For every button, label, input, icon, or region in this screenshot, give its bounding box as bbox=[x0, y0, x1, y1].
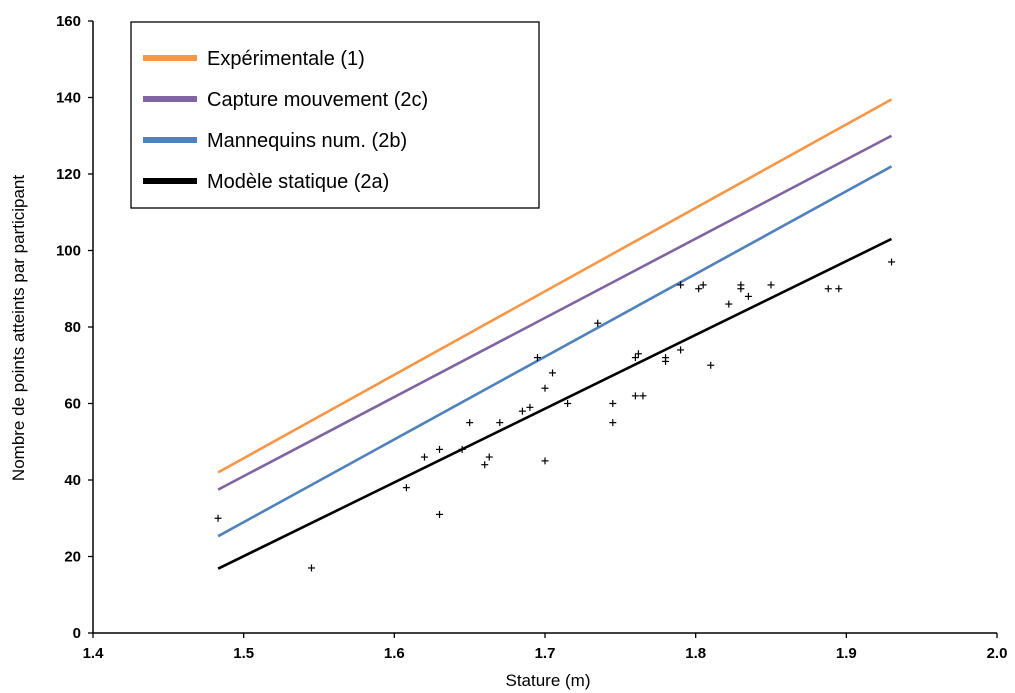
data-point bbox=[594, 319, 602, 327]
data-point bbox=[549, 369, 557, 377]
data-point bbox=[695, 285, 703, 293]
y-tick-label: 0 bbox=[73, 625, 81, 642]
data-point bbox=[888, 258, 896, 266]
x-tick-label: 2.0 bbox=[987, 645, 1008, 662]
data-point bbox=[481, 461, 489, 469]
plot-area bbox=[214, 98, 896, 572]
data-point bbox=[824, 285, 832, 293]
data-point bbox=[631, 354, 639, 362]
y-tick-label: 40 bbox=[64, 472, 81, 489]
x-axis-title: Stature (m) bbox=[505, 671, 590, 690]
legend-label: Expérimentale (1) bbox=[207, 48, 365, 70]
data-point bbox=[744, 292, 752, 300]
series-line-0 bbox=[217, 98, 893, 474]
data-point bbox=[677, 346, 685, 354]
data-point bbox=[835, 285, 843, 293]
series-line-2 bbox=[217, 165, 893, 538]
data-point bbox=[496, 419, 504, 427]
data-point bbox=[725, 300, 733, 308]
y-tick-label: 60 bbox=[64, 396, 81, 413]
data-point bbox=[564, 400, 572, 407]
data-point bbox=[526, 403, 534, 411]
data-point bbox=[402, 484, 410, 492]
data-point bbox=[609, 419, 617, 427]
data-point bbox=[436, 445, 444, 453]
x-tick-label: 1.9 bbox=[836, 645, 857, 662]
y-tick-label: 140 bbox=[56, 90, 81, 107]
series-line-3 bbox=[217, 237, 893, 570]
y-tick-label: 120 bbox=[56, 166, 81, 183]
y-axis-title: Nombre de points atteints par participan… bbox=[9, 175, 28, 481]
data-point bbox=[458, 445, 466, 453]
data-point bbox=[631, 392, 639, 400]
data-point bbox=[634, 350, 642, 358]
data-point bbox=[420, 453, 428, 461]
data-point bbox=[609, 400, 617, 407]
x-tick-label: 1.7 bbox=[535, 645, 556, 662]
data-point bbox=[518, 407, 526, 415]
y-tick-label: 100 bbox=[56, 243, 81, 260]
x-tick-label: 1.8 bbox=[685, 645, 706, 662]
data-point bbox=[541, 457, 549, 465]
data-point bbox=[307, 564, 315, 572]
x-axis-ticks: 1.4 1.5 1.6 1.7 1.8 1.9 2.0 bbox=[83, 633, 1008, 662]
data-point bbox=[541, 384, 549, 392]
x-tick-label: 1.4 bbox=[83, 645, 105, 662]
legend-label: Capture mouvement (2c) bbox=[207, 89, 428, 111]
data-point bbox=[707, 361, 715, 369]
data-point bbox=[533, 354, 541, 362]
y-tick-label: 80 bbox=[64, 319, 81, 336]
y-axis-ticks: 0 20 40 60 80 100 120 140 160 bbox=[56, 13, 93, 642]
data-point bbox=[466, 419, 474, 427]
data-point bbox=[699, 281, 707, 289]
data-point bbox=[737, 281, 745, 289]
legend-label: Modèle statique (2a) bbox=[207, 171, 389, 193]
x-tick-label: 1.5 bbox=[233, 645, 254, 662]
x-tick-label: 1.6 bbox=[384, 645, 405, 662]
data-point bbox=[639, 392, 647, 400]
data-point bbox=[677, 281, 685, 289]
data-point bbox=[767, 281, 775, 289]
legend-box bbox=[130, 21, 540, 209]
y-tick-label: 160 bbox=[56, 13, 81, 30]
series-line-1 bbox=[217, 134, 893, 491]
legend-label: Mannequins num. (2b) bbox=[207, 130, 407, 152]
data-point bbox=[214, 514, 222, 522]
legend: Expérimentale (1) Capture mouvement (2c) M… bbox=[130, 21, 540, 209]
data-point bbox=[662, 354, 670, 362]
y-tick-label: 20 bbox=[64, 549, 81, 566]
data-point bbox=[485, 453, 493, 461]
data-point bbox=[436, 510, 444, 518]
